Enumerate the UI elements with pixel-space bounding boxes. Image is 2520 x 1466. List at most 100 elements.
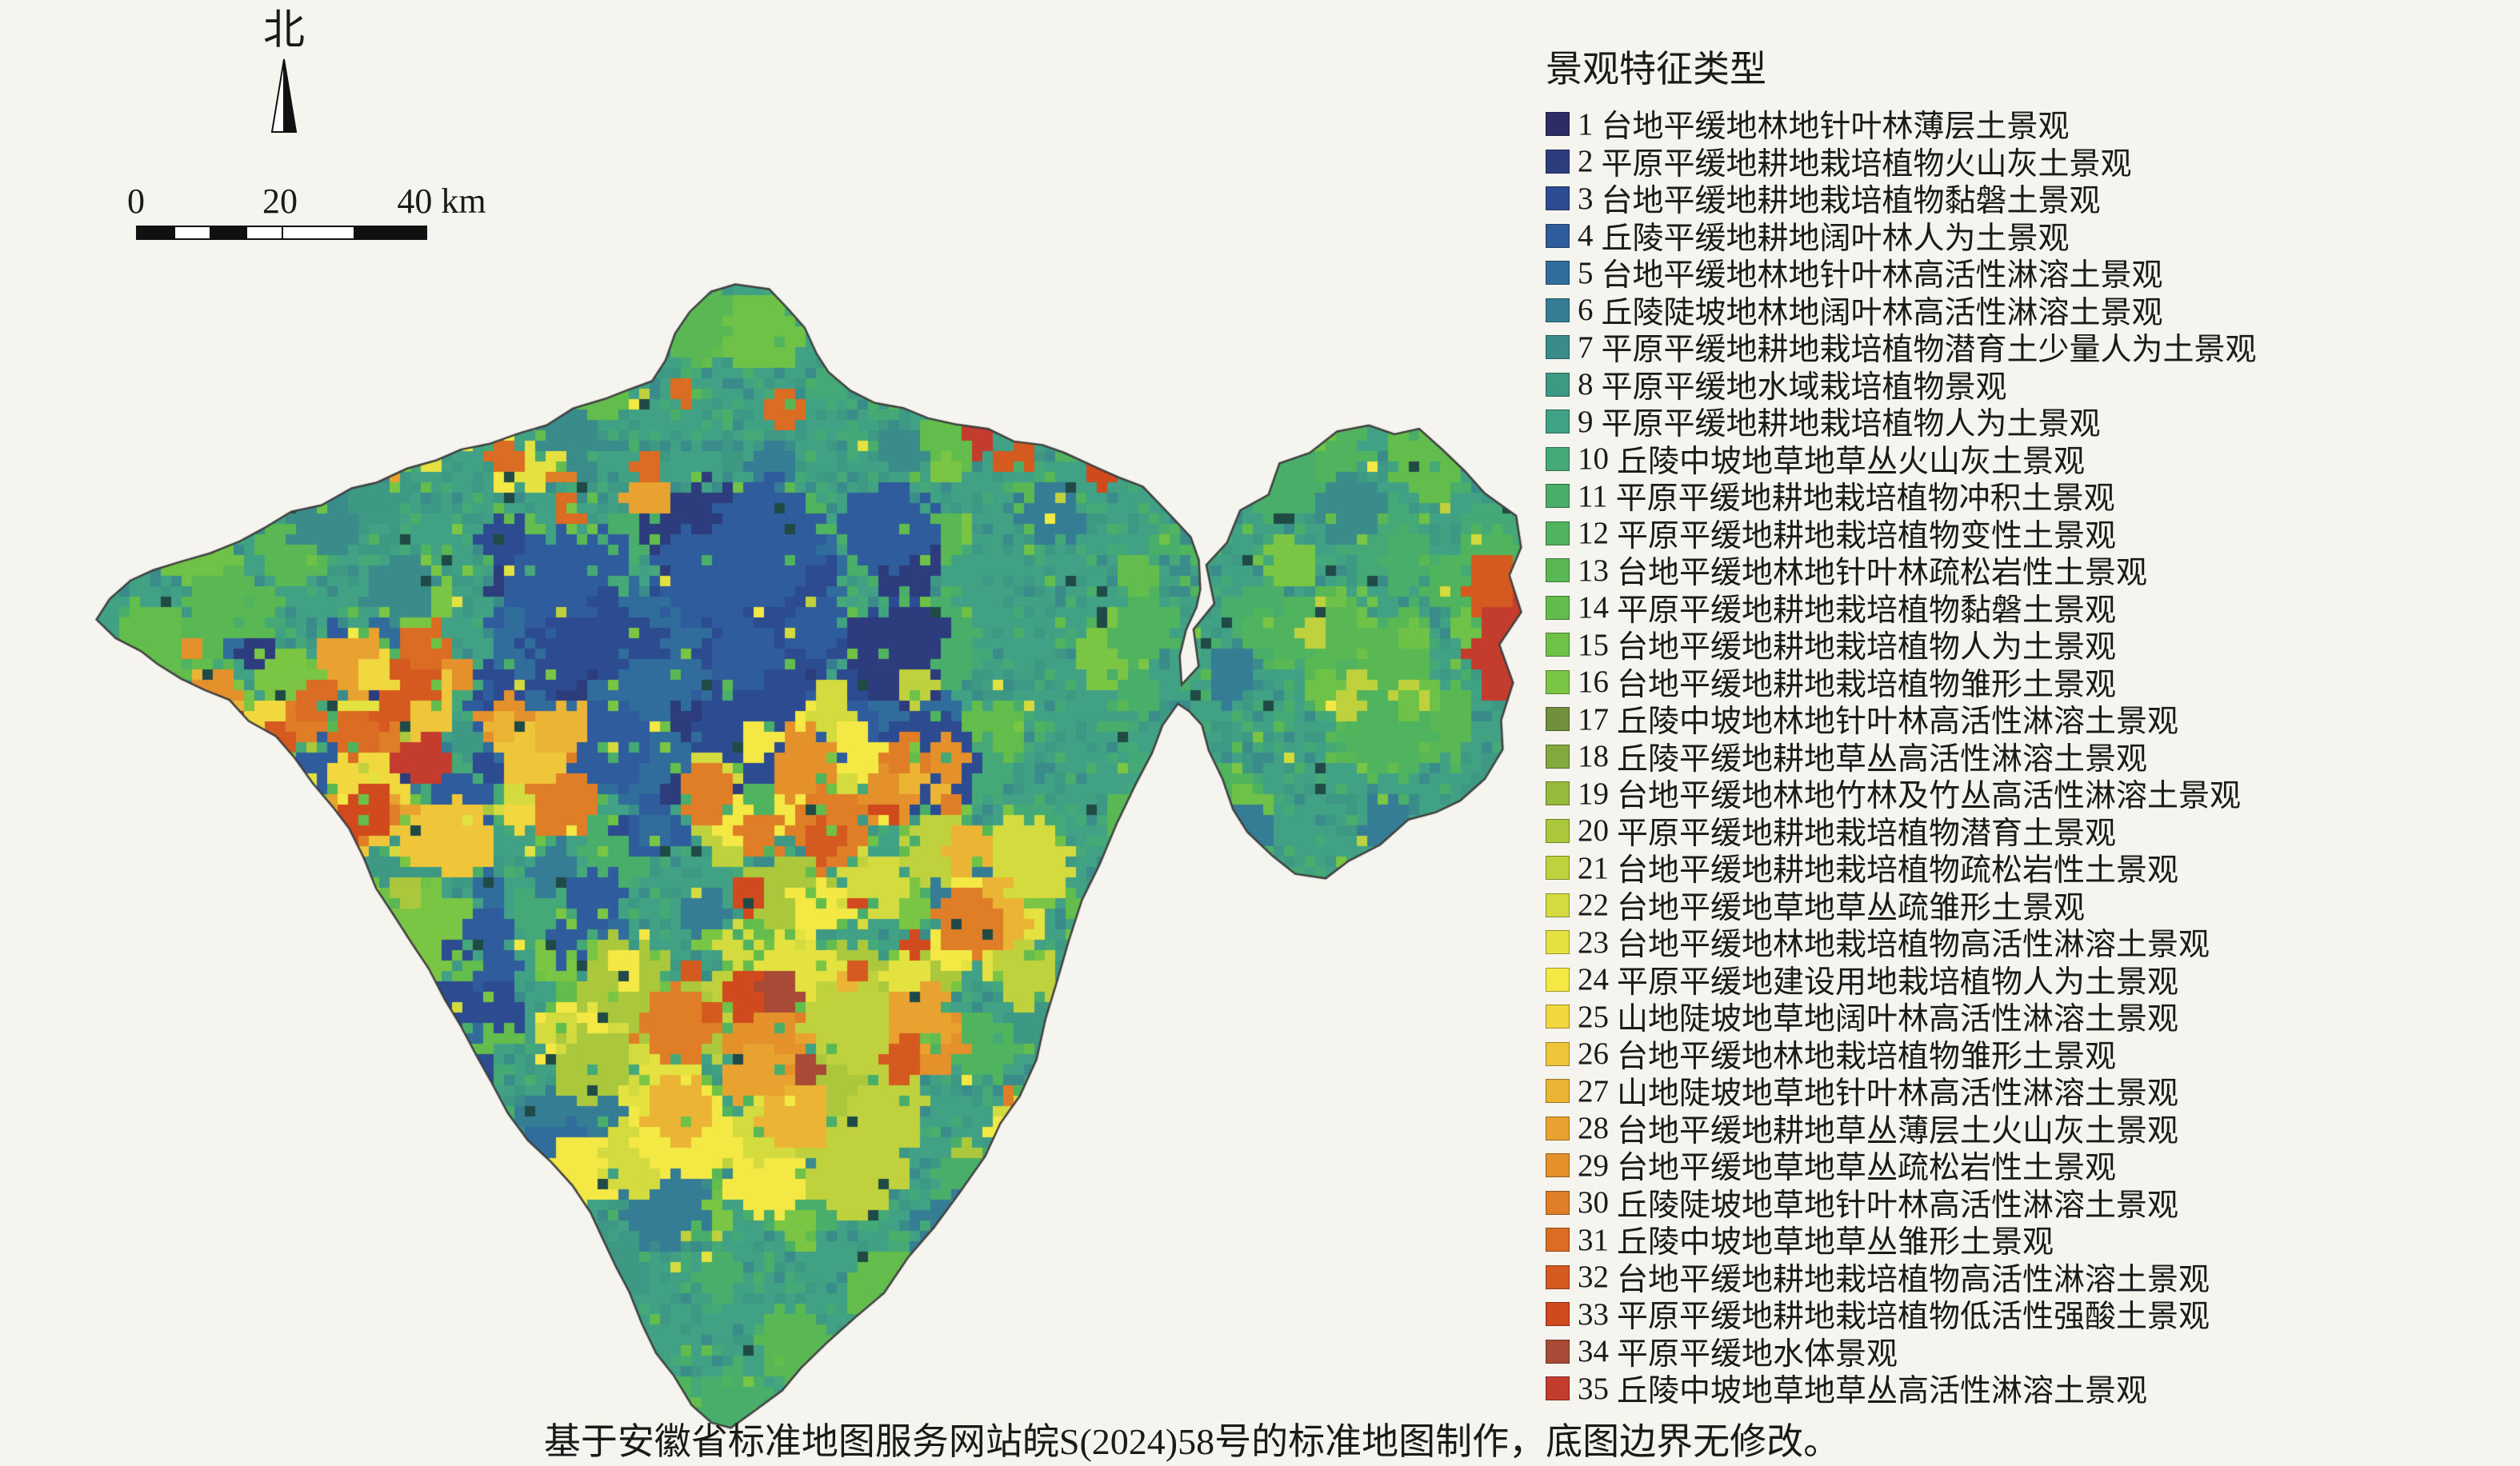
legend-color-swatch (1546, 1339, 1570, 1364)
scale-label-20: 20 (262, 182, 298, 221)
legend-item-label: 台地平缓地林地针叶林高活性淋溶土景观 (1601, 258, 2163, 294)
legend-item-label: 山地陡坡地草地针叶林高活性淋溶土景观 (1617, 1077, 2179, 1112)
legend-item-number: 3 (1578, 181, 1594, 216)
legend-item-number: 19 (1578, 776, 1609, 811)
legend-item-label: 丘陵中坡地草地草丛火山灰土景观 (1617, 444, 2086, 479)
legend-item: 28 台地平缓地耕地草丛薄层土火山灰土景观 (1546, 1110, 2257, 1148)
legend-item-number: 7 (1578, 330, 1594, 365)
legend-item-label: 台地平缓地耕地栽培植物高活性淋溶土景观 (1617, 1262, 2210, 1297)
legend-item-number: 35 (1578, 1371, 1609, 1406)
legend-color-swatch (1546, 521, 1570, 545)
legend-item-label: 台地平缓地耕地栽培植物黏磐土景观 (1601, 184, 2101, 219)
legend-item: 11 平原平缓地耕地栽培植物冲积土景观 (1546, 477, 2257, 516)
legend-color-swatch (1546, 335, 1570, 360)
legend-color-swatch (1546, 1376, 1570, 1401)
scale-segment (282, 227, 354, 238)
legend-item-label: 台地平缓地耕地栽培植物雏形土景观 (1617, 667, 2117, 702)
map-attribution: 基于安徽省标准地图服务网站皖S(2024)58号的标准地图制作，底图边界无修改。 (543, 1421, 1841, 1462)
legend-item-number: 31 (1578, 1222, 1609, 1257)
legend-color-swatch (1546, 298, 1570, 322)
legend-item-number: 5 (1578, 255, 1594, 290)
legend-item-number: 32 (1578, 1260, 1609, 1295)
legend-item: 22 台地平缓地草地草丛疏雏形土景观 (1546, 887, 2257, 925)
legend-item-label: 丘陵陡坡地草地针叶林高活性淋溶土景观 (1617, 1188, 2179, 1223)
legend-item-label: 平原平缓地水域栽培植物景观 (1601, 369, 2007, 405)
legend-item-label: 台地平缓地林地针叶林薄层土景观 (1601, 110, 2070, 145)
legend-item-label: 平原平缓地水体景观 (1617, 1336, 1898, 1372)
scale-bar: 0 20 40 km (127, 181, 486, 240)
legend-color-swatch (1546, 856, 1570, 881)
legend-color-swatch (1546, 1079, 1570, 1104)
legend-color-swatch (1546, 446, 1570, 471)
legend-item: 24 平原平缓地建设用地栽培植物人为土景观 (1546, 961, 2257, 1000)
legend-color-swatch (1546, 1005, 1570, 1029)
legend-color-swatch (1546, 558, 1570, 583)
legend-item: 12 平原平缓地耕地栽培植物变性土景观 (1546, 515, 2257, 553)
legend-item-label: 平原平缓地耕地栽培植物潜育土景观 (1617, 816, 2117, 851)
scale-segment (138, 227, 174, 238)
legend-color-swatch (1546, 781, 1570, 806)
legend-item-number: 23 (1578, 925, 1609, 960)
legend-title: 景观特征类型 (1546, 49, 1766, 90)
legend-item-label: 丘陵陡坡地林地阔叶林高活性淋溶土景观 (1601, 295, 2163, 330)
legend-item-number: 10 (1578, 441, 1609, 477)
legend-item: 15 台地平缓地耕地栽培植物人为土景观 (1546, 626, 2257, 665)
north-arrow-label: 北 (262, 8, 305, 54)
legend-item: 16 台地平缓地耕地栽培植物雏形土景观 (1546, 664, 2257, 702)
legend-item: 31 丘陵中坡地草地草丛雏形土景观 (1546, 1221, 2257, 1260)
legend-item-number: 2 (1578, 144, 1594, 179)
legend-item-label: 丘陵平缓地耕地阔叶林人为土景观 (1601, 221, 2070, 256)
legend-item-label: 平原平缓地耕地栽培植物人为土景观 (1601, 407, 2101, 442)
legend-item-number: 18 (1578, 739, 1609, 774)
legend-item-label: 台地平缓地耕地栽培植物疏松岩性土景观 (1617, 853, 2179, 889)
scale-segment (246, 227, 282, 238)
legend-item: 35 丘陵中坡地草地草丛高活性淋溶土景观 (1546, 1370, 2257, 1408)
legend-item-label: 台地平缓地耕地栽培植物人为土景观 (1617, 630, 2117, 665)
legend-item-number: 8 (1578, 367, 1594, 402)
legend-color-swatch (1546, 930, 1570, 955)
legend-item-number: 28 (1578, 1111, 1609, 1146)
legend-color-swatch (1546, 112, 1570, 137)
legend-item-number: 9 (1578, 404, 1594, 439)
legend-item: 25 山地陡坡地草地阔叶林高活性淋溶土景观 (1546, 998, 2257, 1037)
legend-item-label: 台地平缓地耕地草丛薄层土火山灰土景观 (1617, 1113, 2179, 1148)
legend-item: 33 平原平缓地耕地栽培植物低活性强酸土景观 (1546, 1296, 2257, 1334)
legend-item-number: 17 (1578, 701, 1609, 737)
legend: 景观特征类型 1 台地平缓地林地针叶林薄层土景观 2 平原平缓地耕地栽培植物火山… (1546, 40, 2257, 1408)
legend-color-swatch (1546, 893, 1570, 917)
legend-item-number: 20 (1578, 813, 1609, 849)
legend-color-swatch (1546, 633, 1570, 657)
legend-item-label: 台地平缓地草地草丛疏雏形土景观 (1617, 890, 2086, 925)
legend-item-number: 15 (1578, 627, 1609, 662)
legend-item-label: 台地平缓地草地草丛疏松岩性土景观 (1617, 1151, 2117, 1186)
legend-item: 2 平原平缓地耕地栽培植物火山灰土景观 (1546, 143, 2257, 182)
legend-item-number: 6 (1578, 293, 1594, 328)
legend-color-swatch (1546, 669, 1570, 694)
legend-item-label: 丘陵中坡地林地针叶林高活性淋溶土景观 (1617, 705, 2179, 740)
legend-item: 10 丘陵中坡地草地草丛火山灰土景观 (1546, 441, 2257, 479)
legend-item: 17 丘陵中坡地林地针叶林高活性淋溶土景观 (1546, 701, 2257, 739)
legend-color-swatch (1546, 223, 1570, 248)
legend-item-number: 4 (1578, 218, 1594, 254)
north-arrow-icon (270, 59, 298, 134)
legend-color-swatch (1546, 261, 1570, 286)
legend-item-label: 台地平缓地林地竹林及竹丛高活性淋溶土景观 (1617, 779, 2242, 814)
legend-item: 30 丘陵陡坡地草地针叶林高活性淋溶土景观 (1546, 1184, 2257, 1223)
legend-item: 13 台地平缓地林地针叶林疏松岩性土景观 (1546, 552, 2257, 590)
legend-item-number: 22 (1578, 888, 1609, 923)
legend-color-swatch (1546, 1264, 1570, 1289)
legend-item: 7 平原平缓地耕地栽培植物潜育土少量人为土景观 (1546, 329, 2257, 367)
legend-item-label: 平原平缓地耕地栽培植物冲积土景观 (1615, 481, 2115, 517)
legend-item: 6 丘陵陡坡地林地阔叶林高活性淋溶土景观 (1546, 292, 2257, 330)
legend-color-swatch (1546, 484, 1570, 509)
legend-item-label: 丘陵中坡地草地草丛雏形土景观 (1617, 1225, 2054, 1260)
legend-item-label: 丘陵中坡地草地草丛高活性淋溶土景观 (1617, 1374, 2148, 1409)
legend-item-label: 台地平缓地林地栽培植物雏形土景观 (1617, 1039, 2117, 1074)
legend-item-number: 27 (1578, 1073, 1609, 1108)
legend-item-number: 21 (1578, 850, 1609, 885)
legend-item: 27 山地陡坡地草地针叶林高活性淋溶土景观 (1546, 1073, 2257, 1111)
legend-item: 4 丘陵平缓地耕地阔叶林人为土景观 (1546, 218, 2257, 256)
legend-item: 3 台地平缓地耕地栽培植物黏磐土景观 (1546, 180, 2257, 218)
legend-item-number: 14 (1578, 590, 1609, 625)
